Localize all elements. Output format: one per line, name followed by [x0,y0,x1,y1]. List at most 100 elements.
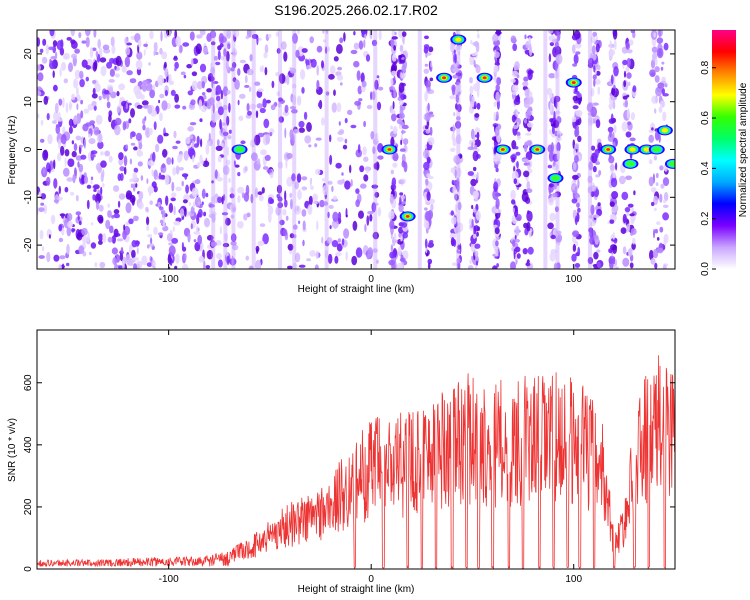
spectrogram-cell [178,44,183,54]
spectrogram-cell [429,240,434,244]
spectrogram-cell [377,77,381,85]
spectrogram-cell [226,255,230,265]
spectrogram-cell [428,46,434,53]
spectrogram-cell [653,32,656,38]
spectrogram-cell [321,236,324,244]
spectrogram-cell [469,54,475,66]
spectrogram-cell [228,177,231,183]
spectrogram-cell [526,180,531,191]
spectrogram-cell [390,169,394,175]
spectrogram-cell [78,245,85,255]
spectrogram-cell [403,161,408,173]
spectrogram-cell [356,70,361,81]
spectrogram-cell [402,232,408,239]
spectrogram-cell [260,149,267,156]
spectrogram-streak [543,30,548,269]
spectrogram-cell [285,215,289,221]
spectrogram-cell [361,80,367,88]
spectrogram-cell [216,177,223,182]
spectrogram-cell [337,238,342,243]
spectrogram-cell [593,214,600,219]
spectrogram-cell [590,35,596,44]
snr-panel: -100 0 100 0 200 400 600 Height of straight l… [7,329,676,595]
spectrogram-cell [663,191,669,202]
spectrogram-cell [427,242,434,248]
spectrogram-cell [328,46,330,52]
spectrogram-cell [207,73,214,82]
spectrogram-cell [656,47,664,59]
spectrogram-cell [308,195,313,206]
spectrogram-cell [291,173,296,182]
spectrogram-cell [344,138,348,144]
spectrogram-cell [307,204,313,215]
spectrogram-cell [165,195,169,206]
spectrogram-cell [111,235,116,244]
spectrogram-cell [469,259,472,264]
spectrogram-cell [278,116,284,123]
spectrogram-cell [575,125,579,130]
spectrogram-cell [70,30,75,37]
spectrogram-cell [237,99,240,106]
spectrogram-cell [108,114,112,123]
spectrogram-cell [78,220,82,226]
spectrogram-cell [210,66,215,75]
spectrogram-cell [454,204,458,213]
spectrogram-cell [662,177,670,187]
spectrogram-cell [548,187,552,195]
spectrogram-cell [350,179,353,187]
spectrogram-cell [210,41,216,46]
spectrogram-cell [203,95,207,100]
spectrogram-cell [257,88,264,93]
spectrogram-cell [68,126,73,134]
spectrogram-cell [108,155,113,163]
peak-ring-yellow [643,147,650,152]
spectrogram-cell [95,201,100,210]
spectrogram-cell [392,239,398,244]
spectrogram-cell [428,198,436,204]
spectrogram-cell [364,33,367,39]
spectrogram-cell [79,144,83,148]
spectrogram-cell [593,78,596,87]
spectrogram-cell [196,135,200,146]
spectrogram-cell [175,186,182,192]
spectrogram-cell [146,129,149,135]
spectrogram-cell [42,149,49,161]
spectrogram-cell [611,88,616,96]
spectrogram-cell [100,65,107,77]
spectrogram-cell [649,249,654,261]
spectrogram-cell [80,110,84,119]
spectrogram-cell [425,178,429,186]
spectrogram-cell [48,234,51,239]
spectrogram-cell [289,106,297,110]
spectrogram-cell [163,61,167,69]
spectrogram-cell [264,67,268,76]
spectrogram-cell [187,232,191,243]
spectrogram-cell [107,236,113,243]
spectrogram-cell [196,34,203,39]
spectrogram-cell [471,219,474,227]
spectrogram-x-label: Height of straight line (km) [298,284,415,295]
spectrogram-cell [245,184,250,196]
spectrogram-cell [315,168,321,175]
spectrogram-cell [312,193,319,202]
spectrogram-cell [301,176,308,181]
spectrogram-cell [129,178,133,183]
spectrogram-cell [475,211,481,221]
peak-ring-green [551,175,561,182]
spectrogram-cell [425,112,431,122]
spectrogram-cell [265,133,271,145]
spectrogram-cell [457,91,461,95]
spectrogram-cell [492,265,498,269]
spectrogram-cell [344,180,351,190]
spectrogram-cell [389,220,395,230]
spectrogram-cell [492,33,499,42]
spectrogram-cell [100,160,107,168]
spectrogram-cell [172,166,177,176]
spectrogram-cell [204,217,210,228]
spectrogram-cell [55,52,58,58]
spectrogram-cell [495,31,502,35]
spectrogram-cell [547,222,554,230]
spectrogram-cell [239,93,246,99]
spectrogram-cell [572,105,579,110]
spectrogram-cell [133,146,138,151]
